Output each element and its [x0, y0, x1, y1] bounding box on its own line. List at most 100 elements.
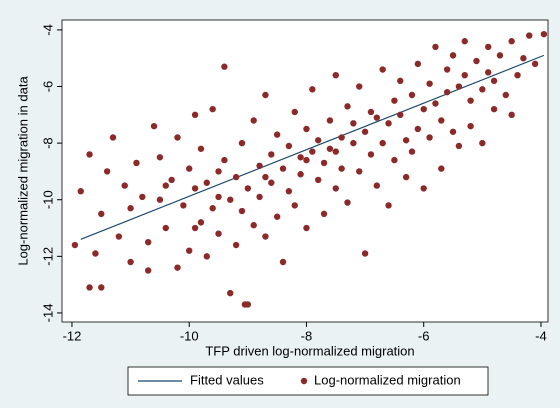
scatter-point	[174, 134, 181, 141]
scatter-point	[397, 111, 404, 119]
scatter-point	[420, 185, 427, 192]
scatter-point	[262, 233, 269, 240]
scatter-point	[227, 289, 234, 297]
scatter-point	[420, 105, 427, 113]
legend-label: Fitted values	[190, 372, 264, 387]
scatter-point	[344, 103, 351, 110]
y-tick-label: -8	[40, 137, 55, 149]
scatter-point	[479, 139, 486, 147]
y-tick-label: -4	[40, 24, 55, 36]
scatter-point	[191, 185, 199, 192]
scatter-point	[279, 258, 287, 266]
scatter-point	[402, 137, 410, 144]
scatter-point	[332, 185, 339, 192]
scatter-point	[373, 182, 381, 189]
scatter-point	[485, 43, 492, 51]
scatter-point	[379, 66, 386, 73]
scatter-point	[291, 108, 298, 116]
scatter-point	[186, 247, 193, 254]
scatter-point	[250, 222, 257, 229]
scatter-point	[391, 97, 398, 104]
plot-area	[61, 19, 549, 323]
x-tick-label: -8	[301, 328, 313, 343]
x-tick-label: -12	[63, 328, 82, 343]
scatter-point	[514, 71, 521, 79]
scatter-point	[232, 173, 240, 181]
scatter-point	[408, 148, 416, 155]
y-axis-title: Log-normalized migration in data	[15, 76, 30, 266]
y-tick-label: -10	[40, 190, 55, 209]
scatter-point	[432, 100, 439, 107]
scatter-point	[285, 142, 293, 150]
scatter-point	[186, 165, 193, 172]
scatter-point	[133, 159, 140, 167]
scatter-point	[408, 91, 416, 99]
x-tick-label: -6	[418, 328, 430, 343]
scatter-point	[273, 213, 281, 220]
scatter-point	[127, 258, 134, 266]
scatter-point	[438, 117, 445, 124]
scatter-point	[467, 122, 474, 130]
scatter-point	[332, 71, 339, 79]
scatter-point	[180, 202, 187, 209]
scatter-point	[103, 168, 111, 175]
scatter-point	[443, 66, 451, 73]
scatter-point	[250, 117, 257, 124]
scatter-point	[215, 193, 222, 201]
scatter-point	[485, 69, 492, 76]
scatter-point	[144, 267, 152, 274]
scatter-point	[227, 196, 234, 203]
scatter-point	[197, 145, 205, 152]
scatter-point	[479, 86, 486, 93]
scatter-point	[262, 91, 269, 99]
scatter-point	[268, 179, 275, 186]
scatter-point	[379, 139, 386, 147]
scatter-point	[221, 63, 228, 70]
scatter-point	[209, 205, 216, 212]
scatter-point	[508, 38, 515, 45]
scatter-point	[320, 159, 328, 167]
scatter-point	[215, 168, 222, 175]
scatter-point	[162, 182, 169, 189]
scatter-point	[244, 301, 252, 308]
scatter-point	[426, 80, 433, 87]
scatter-point	[314, 137, 322, 144]
scatter-point	[361, 128, 369, 135]
scatter-point	[502, 91, 509, 99]
y-tick-label: -6	[40, 81, 55, 93]
scatter-point	[303, 156, 310, 164]
scatter-point	[414, 125, 422, 133]
scatter-point	[244, 185, 252, 192]
scatter-point	[367, 108, 375, 116]
y-tick-label: -12	[40, 247, 55, 266]
scatter-point	[496, 52, 504, 59]
scatter-point	[432, 43, 439, 51]
scatter-point	[221, 156, 228, 164]
scatter-point	[350, 120, 357, 127]
scatter-point	[303, 125, 310, 133]
scatter-point	[273, 131, 281, 138]
scatter-point	[203, 253, 211, 260]
scatter-point	[86, 151, 93, 158]
scatter-point	[238, 139, 246, 147]
scatter-point	[508, 111, 515, 119]
scatter-point	[174, 264, 181, 271]
scatter-point	[526, 32, 533, 39]
scatter-point	[338, 165, 345, 172]
scatter-point	[156, 196, 164, 203]
scatter-point	[461, 71, 468, 79]
scatter-point	[71, 241, 79, 249]
scatter-point	[256, 162, 263, 169]
scatter-point	[397, 77, 404, 85]
legend-marker	[300, 377, 308, 385]
scatter-point	[473, 57, 480, 65]
scatter-point	[426, 134, 433, 141]
scatter-point	[168, 176, 175, 184]
scatter-point	[449, 52, 457, 59]
scatter-point	[238, 207, 246, 215]
scatter-point	[455, 83, 463, 90]
scatter-point	[191, 111, 199, 119]
legend-label: Log-normalized migration	[314, 372, 461, 387]
scatter-point	[279, 165, 287, 172]
scatter-point	[385, 120, 392, 127]
